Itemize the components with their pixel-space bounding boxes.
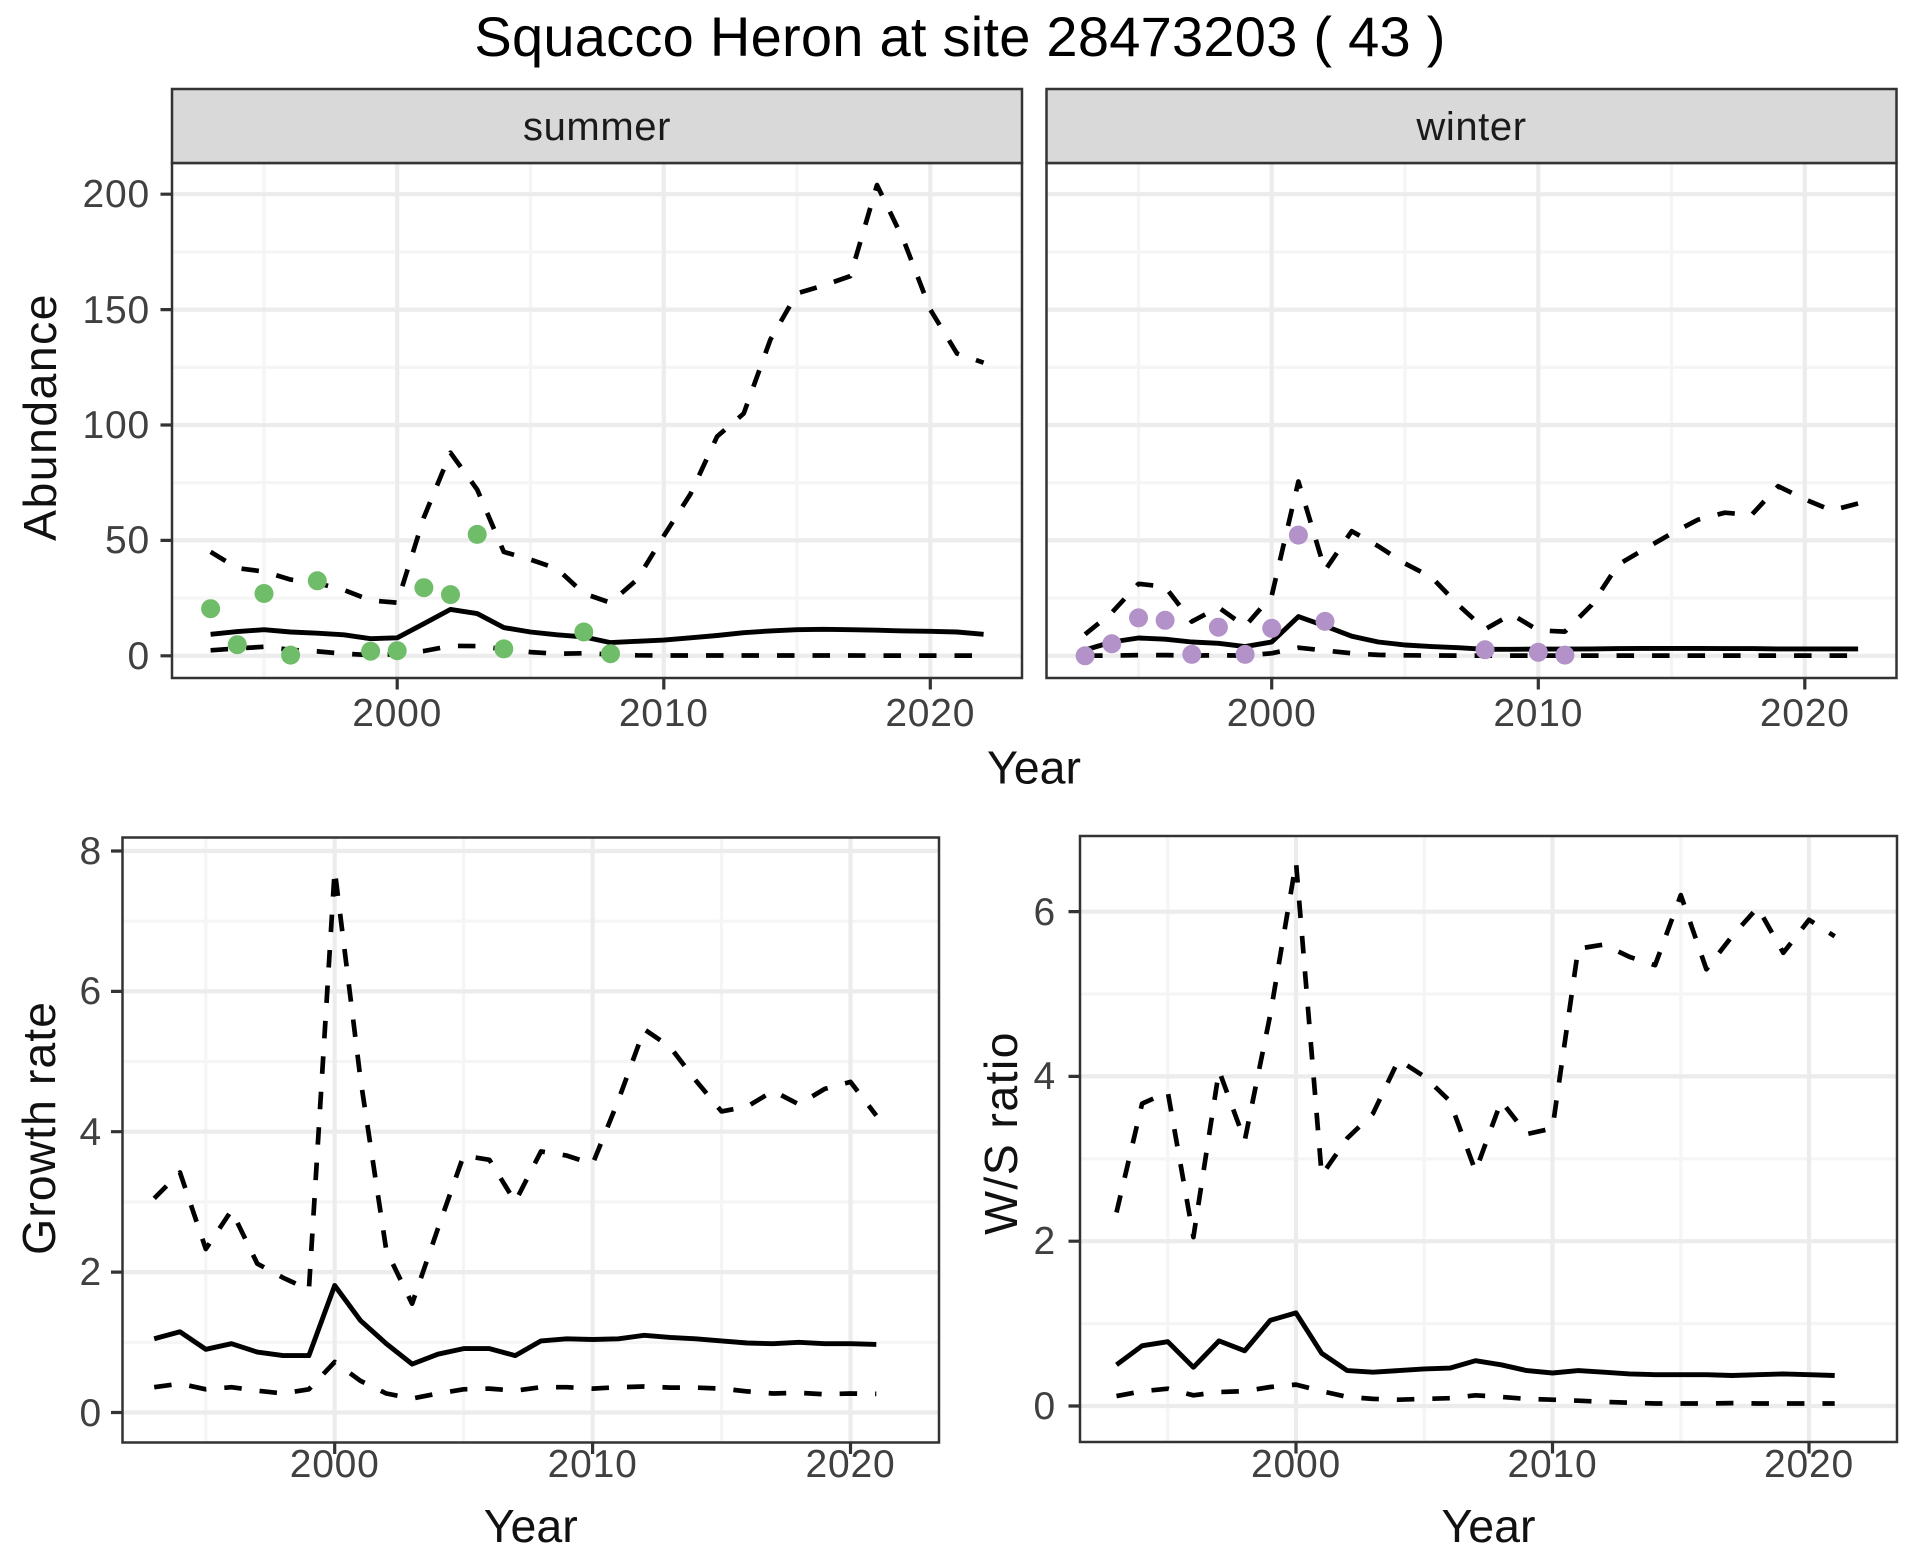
svg-text:winter: winter xyxy=(1415,105,1526,149)
svg-text:4: 4 xyxy=(80,1111,103,1154)
svg-text:2010: 2010 xyxy=(1508,1443,1598,1486)
svg-text:Growth rate: Growth rate xyxy=(13,1001,65,1255)
svg-text:0: 0 xyxy=(1034,1385,1057,1428)
svg-text:2010: 2010 xyxy=(1493,692,1583,735)
svg-text:50: 50 xyxy=(105,519,150,562)
svg-text:Abundance: Abundance xyxy=(14,293,66,541)
svg-text:2020: 2020 xyxy=(1764,1443,1854,1486)
svg-text:2020: 2020 xyxy=(885,692,975,735)
svg-text:2000: 2000 xyxy=(1227,692,1317,735)
svg-text:Year: Year xyxy=(1442,1500,1536,1552)
svg-text:Year: Year xyxy=(484,1500,578,1552)
svg-text:2000: 2000 xyxy=(1251,1443,1341,1486)
svg-text:Year: Year xyxy=(987,742,1081,794)
svg-text:0: 0 xyxy=(80,1392,103,1435)
svg-text:2000: 2000 xyxy=(290,1443,380,1486)
svg-text:2000: 2000 xyxy=(352,692,442,735)
svg-text:2: 2 xyxy=(80,1251,103,1294)
svg-text:2020: 2020 xyxy=(1760,692,1850,735)
svg-text:W/S ratio: W/S ratio xyxy=(975,1031,1027,1235)
svg-text:150: 150 xyxy=(83,289,150,332)
svg-text:Squacco Heron at site 28473203: Squacco Heron at site 28473203 ( 43 ) xyxy=(474,5,1445,68)
svg-text:2010: 2010 xyxy=(548,1443,638,1486)
svg-text:2: 2 xyxy=(1034,1220,1057,1263)
svg-text:6: 6 xyxy=(80,970,103,1013)
svg-text:0: 0 xyxy=(128,635,151,678)
svg-text:4: 4 xyxy=(1034,1055,1057,1098)
svg-text:200: 200 xyxy=(83,173,150,216)
svg-text:8: 8 xyxy=(80,830,103,873)
svg-text:6: 6 xyxy=(1034,891,1057,934)
svg-text:2010: 2010 xyxy=(619,692,709,735)
svg-text:2020: 2020 xyxy=(806,1443,896,1486)
svg-text:100: 100 xyxy=(83,404,150,447)
svg-text:summer: summer xyxy=(523,105,671,149)
